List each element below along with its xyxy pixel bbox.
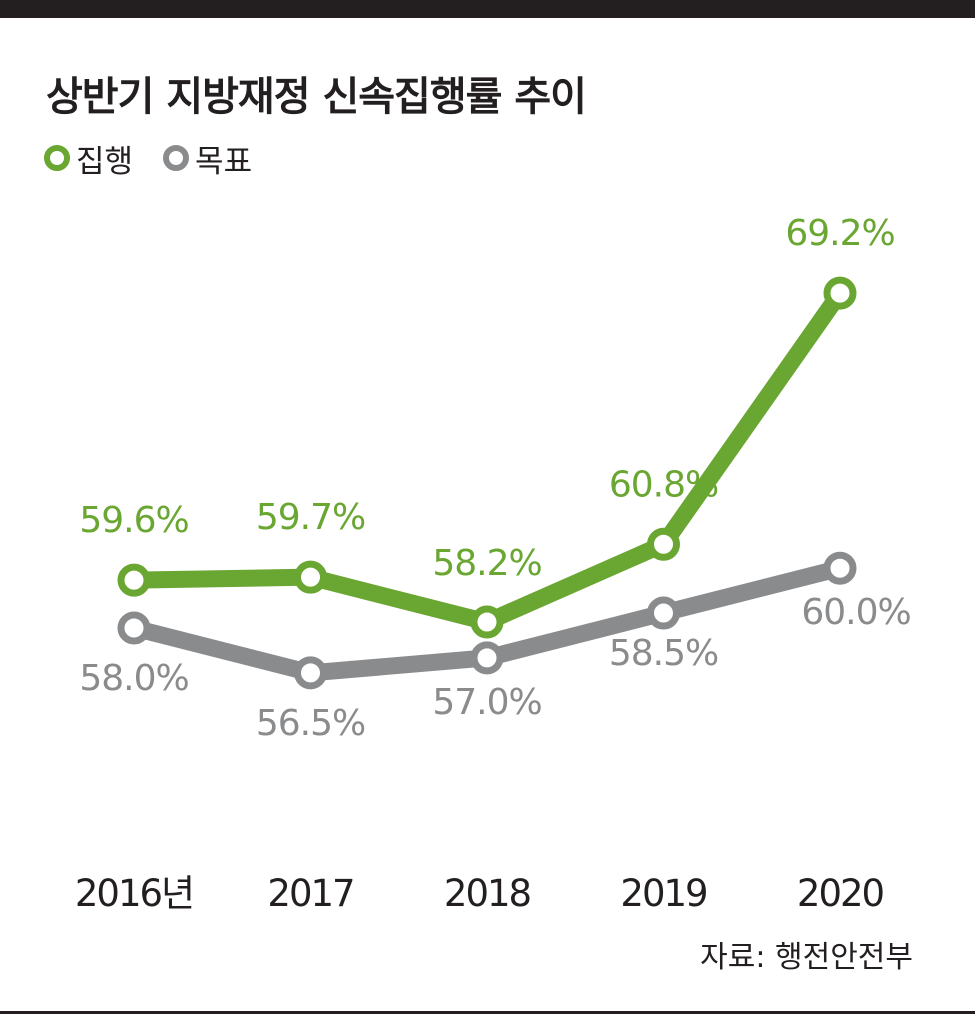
x-tick-label-4: 2020 (797, 872, 884, 915)
x-tick-label-3: 2019 (620, 872, 706, 915)
chart-legend: 집행 목표 (44, 136, 282, 181)
data-label-1-0: 58.0% (79, 658, 188, 699)
data-label-0-0: 59.6% (79, 500, 188, 541)
legend-marker-target-icon (163, 145, 190, 171)
data-label-0-2: 58.2% (432, 543, 541, 584)
bottom-border-line (0, 1011, 975, 1014)
data-point-0-4 (823, 276, 857, 310)
data-point-1-2 (470, 641, 504, 675)
legend-label-target: 목표 (195, 143, 253, 180)
source-note: 자료: 행전안전부 (700, 940, 913, 975)
data-label-0-1: 59.7% (256, 497, 365, 538)
data-label-1-2: 57.0% (432, 682, 541, 723)
data-point-0-0 (117, 563, 151, 597)
x-tick-label-1: 2017 (267, 872, 353, 915)
data-label-1-1: 56.5% (256, 703, 365, 744)
data-point-0-1 (294, 560, 327, 594)
data-point-0-2 (470, 605, 504, 639)
top-border-bar (0, 0, 975, 18)
data-point-1-0 (117, 611, 151, 645)
x-tick-label-0: 2016년 (75, 872, 193, 915)
data-label-1-4: 60.0% (801, 592, 910, 633)
data-point-1-1 (294, 656, 327, 690)
data-label-0-3: 60.8% (609, 464, 718, 505)
legend-marker-execution-icon (44, 145, 70, 171)
legend-item-target: 목표 (163, 136, 252, 181)
data-label-1-3: 58.5% (609, 633, 718, 674)
data-point-1-3 (647, 596, 680, 630)
data-label-0-4: 69.2% (785, 213, 894, 254)
data-point-1-4 (823, 551, 857, 585)
data-point-0-3 (647, 527, 680, 561)
x-tick-label-2: 2018 (444, 872, 531, 915)
chart-title: 상반기 지방재정 신속집행률 추이 (46, 74, 587, 120)
legend-label-execution: 집행 (76, 143, 134, 180)
legend-item-execution: 집행 (44, 136, 133, 181)
